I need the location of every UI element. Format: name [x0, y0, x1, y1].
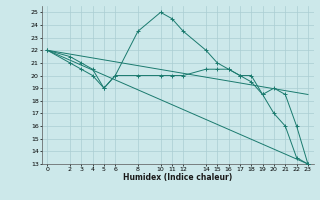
X-axis label: Humidex (Indice chaleur): Humidex (Indice chaleur) — [123, 173, 232, 182]
